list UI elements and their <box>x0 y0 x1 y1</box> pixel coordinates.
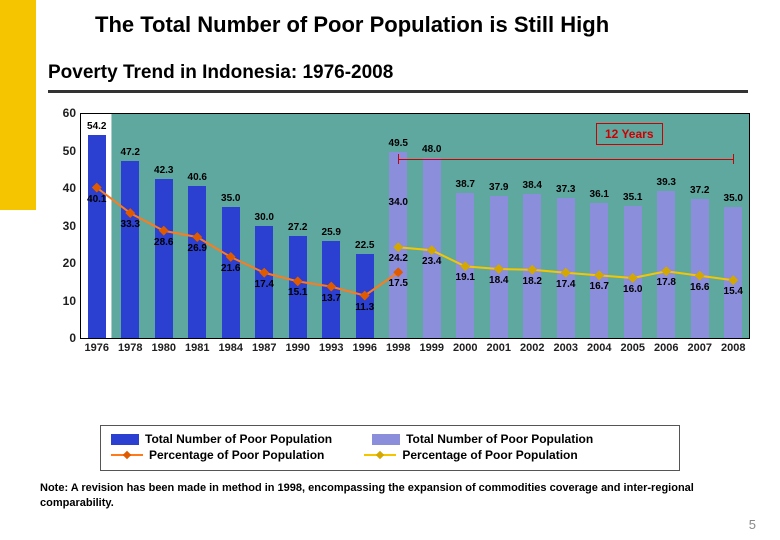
poverty-chart: 0 10 20 30 40 50 60 1976 1978 1980 1981 1984 1987 19… <box>40 105 755 420</box>
x-label: 2008 <box>721 342 745 354</box>
data-label: 22.5 <box>355 240 374 251</box>
data-label: 18.4 <box>489 275 508 286</box>
data-label: 16.6 <box>690 282 709 293</box>
data-label: 37.9 <box>489 182 508 193</box>
swatch-bar1 <box>111 434 139 445</box>
data-label: 54.2 <box>87 121 106 132</box>
x-label: 2001 <box>487 342 511 354</box>
annotation-12-years: 12 Years <box>596 123 663 145</box>
data-label: 35.0 <box>221 193 240 204</box>
x-label: 1980 <box>152 342 176 354</box>
data-label: 39.3 <box>657 177 676 188</box>
data-label: 40.6 <box>188 172 207 183</box>
page-title: The Total Number of Poor Population is S… <box>95 12 609 38</box>
data-label: 17.8 <box>657 277 676 288</box>
annotation-span-line <box>398 159 733 160</box>
data-label: 18.2 <box>523 276 542 287</box>
x-label: 1981 <box>185 342 209 354</box>
y-tick: 10 <box>40 294 76 308</box>
data-label: 15.4 <box>724 286 743 297</box>
data-label: 21.6 <box>221 263 240 274</box>
data-label: 28.6 <box>154 237 173 248</box>
data-label: 35.1 <box>623 192 642 203</box>
annotation-label: 12 Years <box>605 127 654 141</box>
legend-item-line2: Percentage of Poor Population <box>364 448 577 462</box>
data-label: 15.1 <box>288 287 307 298</box>
y-tick: 20 <box>40 256 76 270</box>
y-tick: 40 <box>40 181 76 195</box>
swatch-bar2 <box>372 434 400 445</box>
data-label: 49.5 <box>389 138 408 149</box>
x-label: 1987 <box>252 342 276 354</box>
data-label: 17.4 <box>556 279 575 290</box>
page-number: 5 <box>749 517 756 532</box>
legend-label: Total Number of Poor Population <box>406 432 593 446</box>
x-label: 2003 <box>554 342 578 354</box>
x-label: 1990 <box>286 342 310 354</box>
data-label: 42.3 <box>154 165 173 176</box>
data-label: 27.2 <box>288 222 307 233</box>
legend-item-bar1: Total Number of Poor Population <box>111 432 332 446</box>
data-label: 38.4 <box>523 180 542 191</box>
subtitle: Poverty Trend in Indonesia: 1976-2008 <box>48 62 748 84</box>
y-tick: 0 <box>40 331 76 345</box>
data-label: 16.0 <box>623 284 642 295</box>
data-label: 38.7 <box>456 179 475 190</box>
data-label: 17.5 <box>389 278 408 289</box>
data-label: 35.0 <box>724 193 743 204</box>
x-label: 1993 <box>319 342 343 354</box>
x-label: 1984 <box>219 342 243 354</box>
data-label: 33.3 <box>121 219 140 230</box>
x-label: 2007 <box>688 342 712 354</box>
x-label: 2005 <box>621 342 645 354</box>
annotation-right-tick <box>733 154 734 164</box>
footnote: Note: A revision has been made in method… <box>40 481 740 510</box>
data-label: 48.0 <box>422 144 441 155</box>
data-label: 17.4 <box>255 279 274 290</box>
y-tick: 60 <box>40 106 76 120</box>
data-label: 25.9 <box>322 227 341 238</box>
x-label: 1978 <box>118 342 142 354</box>
data-label: 37.3 <box>556 184 575 195</box>
data-label: 40.1 <box>87 194 106 205</box>
x-label: 1999 <box>420 342 444 354</box>
x-label: 2004 <box>587 342 611 354</box>
data-label: 13.7 <box>322 293 341 304</box>
data-label: 11.3 <box>355 302 374 313</box>
x-label: 1996 <box>353 342 377 354</box>
data-label: 26.9 <box>188 243 207 254</box>
data-label: 19.1 <box>456 272 475 283</box>
legend-label: Total Number of Poor Population <box>145 432 332 446</box>
legend-label: Percentage of Poor Population <box>402 448 577 462</box>
x-label: 1998 <box>386 342 410 354</box>
data-label: 16.7 <box>590 281 609 292</box>
data-labels: 54.2 47.2 42.3 40.6 35.0 30.0 27.2 25.9 22.5 34.0… <box>80 113 750 338</box>
subtitle-rule <box>48 90 748 93</box>
legend-item-bar2: Total Number of Poor Population <box>372 432 593 446</box>
x-label: 1976 <box>85 342 109 354</box>
data-label: 24.2 <box>389 253 408 264</box>
x-label: 2002 <box>520 342 544 354</box>
legend-label: Percentage of Poor Population <box>149 448 324 462</box>
data-label: 47.2 <box>121 147 140 158</box>
swatch-line1 <box>111 449 143 461</box>
data-label: 36.1 <box>590 189 609 200</box>
x-label: 2006 <box>654 342 678 354</box>
data-label: 23.4 <box>422 256 441 267</box>
data-label: 34.0 <box>389 197 408 208</box>
x-axis <box>80 338 750 339</box>
subtitle-block: Poverty Trend in Indonesia: 1976-2008 <box>48 62 748 93</box>
data-label: 30.0 <box>255 212 274 223</box>
legend: Total Number of Poor Population Total Nu… <box>100 425 680 471</box>
sidebar-accent <box>0 0 36 210</box>
x-label: 2000 <box>453 342 477 354</box>
data-label: 37.2 <box>690 185 709 196</box>
y-tick: 30 <box>40 219 76 233</box>
legend-item-line1: Percentage of Poor Population <box>111 448 324 462</box>
annotation-left-tick <box>398 154 399 164</box>
swatch-line2 <box>364 449 396 461</box>
y-tick: 50 <box>40 144 76 158</box>
